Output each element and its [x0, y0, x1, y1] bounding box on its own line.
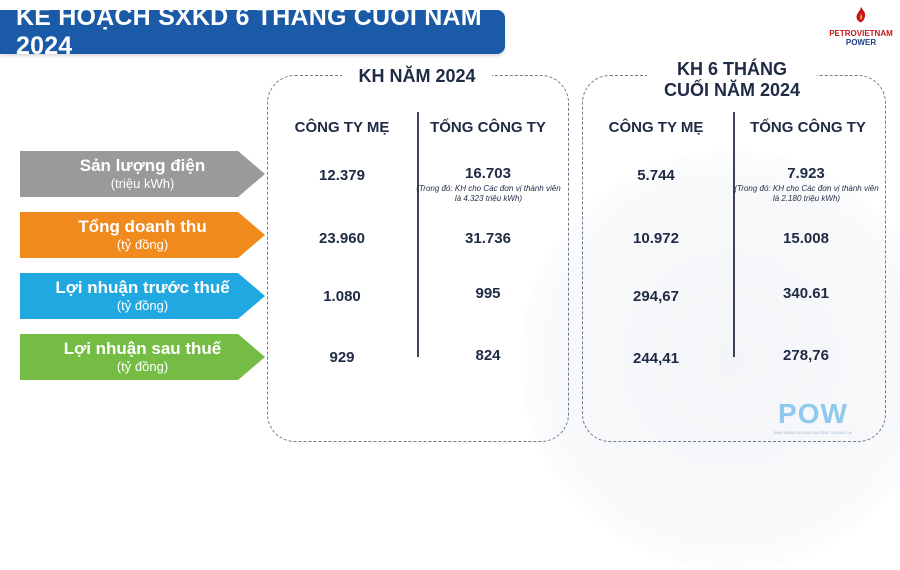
column-header-parent-company: CÔNG TY MẸ	[608, 119, 704, 136]
page-title: KẾ HOẠCH SXKD 6 THÁNG CUỐI NĂM 2024	[16, 3, 482, 60]
half-year-plan-title: KH 6 THÁNG CUỐI NĂM 2024	[647, 59, 817, 101]
column-header-parent-company: CÔNG TY MẸ	[294, 119, 390, 136]
row-label-text: Sản lượng điện	[79, 156, 206, 175]
pow-logo: POW SINH NĂNG LƯỢNG DƯỠNG TƯƠNG LAI	[763, 398, 863, 435]
row-unit-text: (tỷ đồng)	[116, 298, 169, 313]
column-header-corporation: TỔNG CÔNG TY	[750, 119, 866, 136]
title-banner: KẾ HOẠCH SXKD 6 THÁNG CUỐI NĂM 2024	[0, 3, 505, 60]
pow-logo-tagline: SINH NĂNG LƯỢNG DƯỠNG TƯƠNG LAI	[773, 430, 853, 435]
value-cell: 340.61	[783, 285, 829, 302]
value-cell: 244,41	[633, 350, 679, 367]
row-label-profit-after-tax: Lợi nhuận sau thuế (tỷ đồng)	[20, 334, 265, 380]
half-year-title-line1: KH 6 THÁNG	[676, 59, 787, 79]
value-cell: 1.080	[323, 288, 361, 305]
row-label-total-revenue: Tổng doanh thu (tỷ đồng)	[20, 212, 265, 258]
half-year-title-line2: CUỐI NĂM 2024	[663, 80, 801, 100]
value-cell: 16.703	[465, 165, 511, 182]
label-part: thuế	[180, 339, 222, 358]
value-cell: 995	[475, 285, 501, 302]
label-part: Lợi nhuận	[63, 339, 152, 358]
pow-logo-word: POW	[778, 398, 848, 429]
row-label-text: Tổng doanh thu	[78, 217, 207, 236]
flame-icon	[856, 6, 866, 23]
value-cell: 7.923	[787, 165, 825, 182]
row-unit-text: (tỷ đồng)	[116, 359, 169, 374]
petrovietnam-power-logo: PETROVIETNAM POWER	[826, 6, 896, 54]
row-unit-text: (triệu kWh)	[110, 176, 175, 191]
row-unit-text: (tỷ đồng)	[116, 237, 169, 252]
logo-text-line2: POWER	[845, 38, 877, 47]
column-divider	[733, 112, 735, 357]
value-cell: 31.736	[465, 230, 511, 247]
value-cell: 929	[329, 349, 355, 366]
value-note: (Trong đó: KH cho Các đơn vị thành viên …	[734, 184, 879, 203]
value-cell: 278,76	[783, 347, 829, 364]
value-note: (Trong đó: KH cho Các đơn vị thành viên …	[416, 184, 561, 203]
value-cell: 5.744	[637, 167, 675, 184]
label-part-emphasis: sau	[151, 339, 181, 358]
row-label-text: Lợi nhuận trước thuế	[55, 278, 230, 297]
row-label-text: Lợi nhuận sau thuế	[20, 339, 265, 358]
column-divider	[417, 112, 419, 357]
column-header-corporation: TỔNG CÔNG TY	[430, 119, 546, 136]
value-cell: 294,67	[633, 288, 679, 305]
annual-plan-title: KH NĂM 2024	[342, 66, 492, 87]
value-cell: 15.008	[783, 230, 829, 247]
value-cell: 824	[475, 347, 501, 364]
value-cell: 12.379	[319, 167, 365, 184]
row-label-profit-before-tax: Lợi nhuận trước thuế (tỷ đồng)	[20, 273, 265, 319]
row-label-electricity-output: Sản lượng điện (triệu kWh)	[20, 151, 265, 197]
logo-text-line1: PETROVIETNAM	[829, 29, 893, 38]
value-cell: 10.972	[633, 230, 679, 247]
value-cell: 23.960	[319, 230, 365, 247]
